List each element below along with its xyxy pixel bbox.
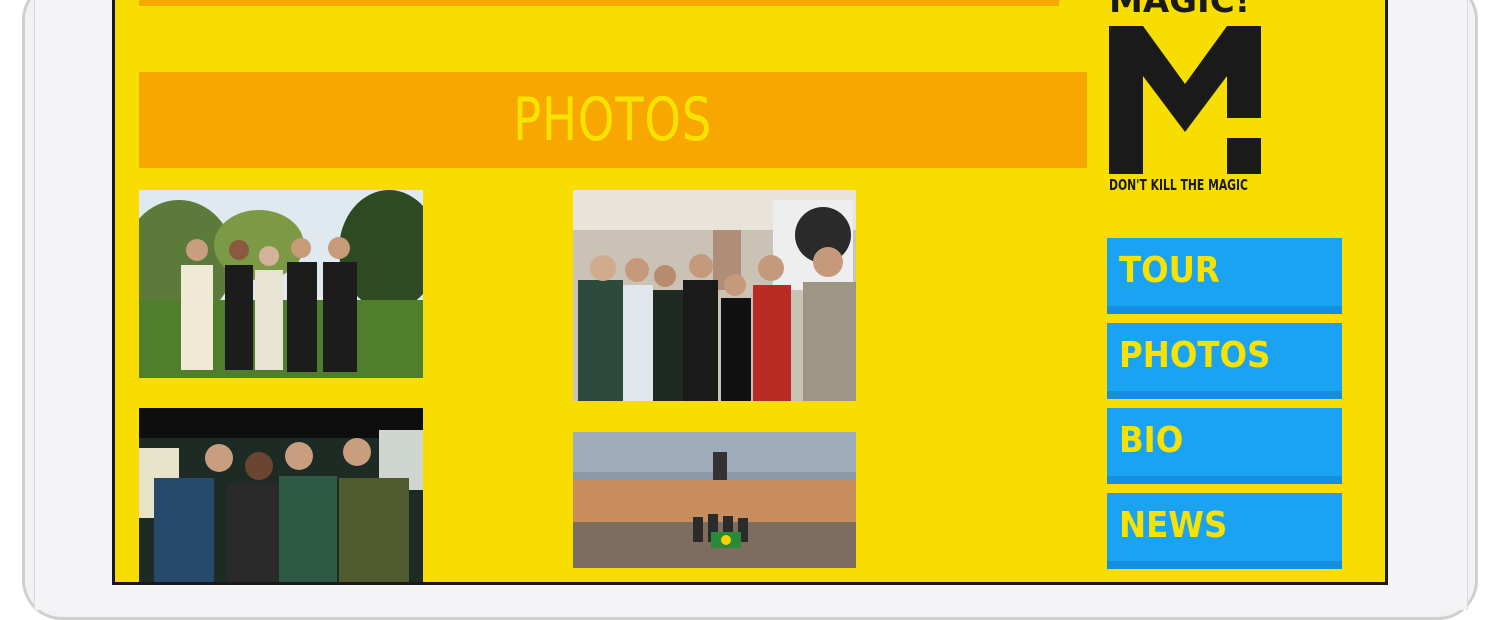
photo-concert-crowd[interactable] — [573, 432, 856, 568]
photo-band-backstage[interactable] — [573, 190, 856, 401]
section-banner: PHOTOS — [139, 72, 1087, 168]
section-title: PHOTOS — [513, 85, 713, 155]
nav-item-news[interactable]: NEWS — [1107, 493, 1342, 569]
logo-m-mark — [1109, 26, 1261, 174]
side-navigation: TOUR PHOTOS BIO NEWS — [1107, 238, 1344, 578]
website-screen: PHOTOS — [112, 0, 1388, 585]
logo-tagline: DON'T KILL THE MAGIC — [1109, 176, 1248, 194]
top-divider-strip — [139, 0, 1059, 6]
nav-item-photos[interactable]: PHOTOS — [1107, 323, 1342, 399]
logo-wordmark: MAGIC! — [1109, 0, 1263, 16]
brand-logo[interactable]: MAGIC! DON'T KILL THE MAGIC — [1109, 0, 1263, 204]
photo-band-group-pose[interactable] — [139, 408, 423, 582]
photo-band-outdoor[interactable] — [139, 190, 423, 378]
nav-item-bio[interactable]: BIO — [1107, 408, 1342, 484]
nav-item-tour[interactable]: TOUR — [1107, 238, 1342, 314]
